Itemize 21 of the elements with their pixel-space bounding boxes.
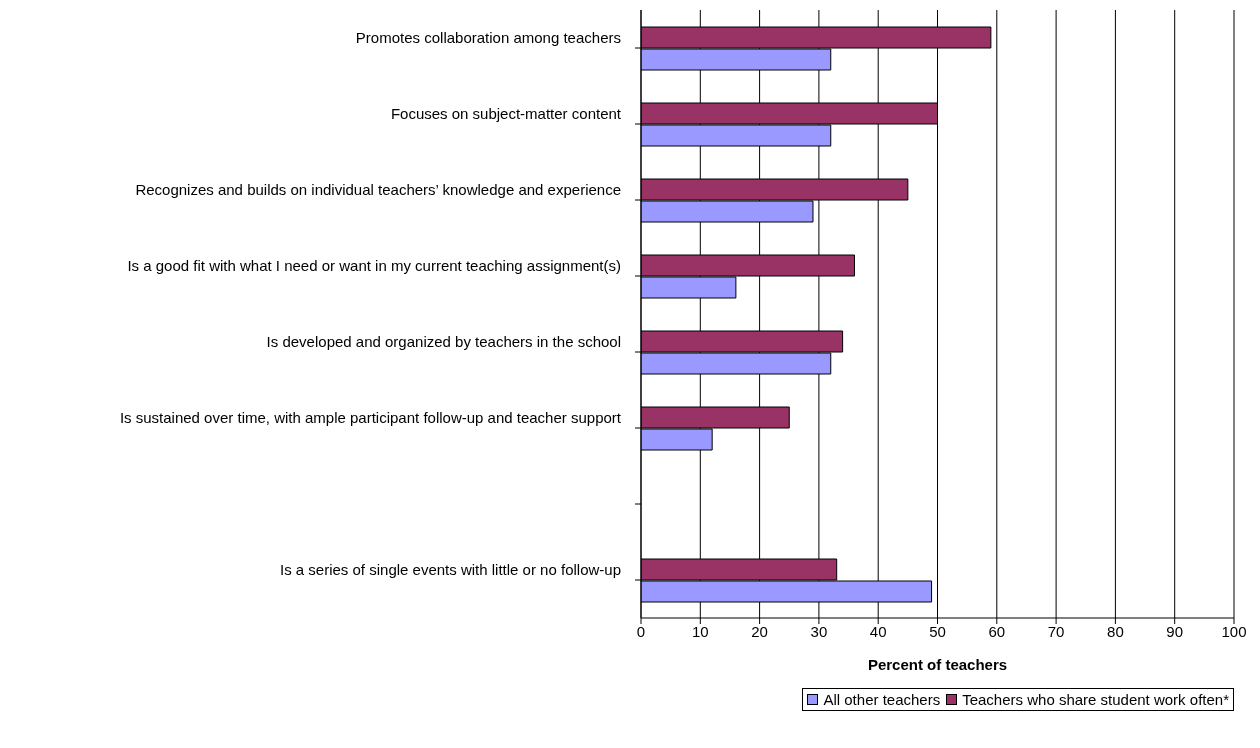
x-tick-label: 60 (988, 622, 1006, 640)
x-tick-label: 30 (810, 622, 828, 640)
y-tick-label: Is a series of single events with little or no follow-up (280, 561, 621, 579)
y-tick-label: Focuses on subject-matter content (390, 105, 622, 123)
legend-label: Teachers who share student work often* (961, 691, 1229, 708)
x-tick-label: 70 (1047, 622, 1065, 640)
x-tick-label: 20 (751, 622, 768, 640)
x-axis-title: Percent of teachers (867, 656, 1008, 673)
y-tick-label: Is developed and organized by teachers in the school (266, 333, 621, 351)
y-tick-label: Is sustained over time, with ample participant follow-up and teacher support (119, 409, 622, 427)
legend-label: All other teachers (822, 691, 941, 708)
x-tick-label: 0 (636, 622, 646, 640)
x-tick-label: 10 (691, 622, 709, 640)
y-tick-label: Is a good fit with what I need or want in my current teaching assignment(s) (127, 257, 621, 275)
x-tick-label: 80 (1107, 622, 1124, 640)
x-tick-label: 40 (869, 622, 887, 640)
y-tick-label: Promotes collaboration among teachers (355, 29, 621, 47)
x-tick-label: 90 (1166, 622, 1184, 640)
x-tick-label: 50 (929, 622, 946, 640)
x-tick-label: 100 (1221, 622, 1247, 640)
y-tick-label: Recognizes and builds on individual teachers’ knowledge and experience (135, 181, 621, 199)
